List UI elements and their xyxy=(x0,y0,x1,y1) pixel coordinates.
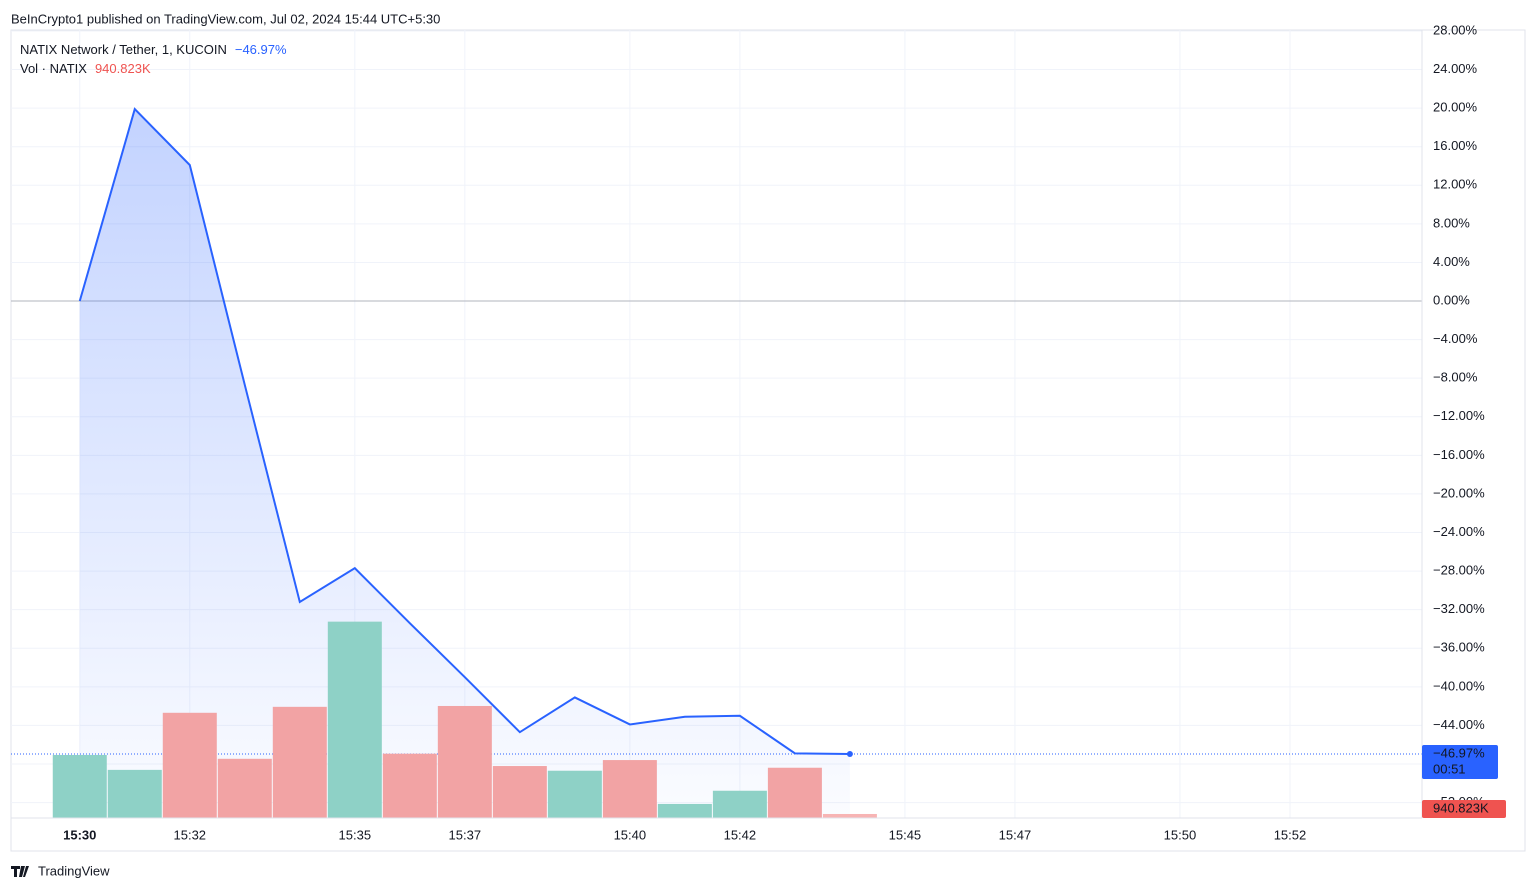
y-tick-label: 0.00% xyxy=(1433,292,1470,307)
volume-bar xyxy=(767,767,822,818)
volume-bar xyxy=(52,754,107,818)
y-tick-label: −12.00% xyxy=(1433,408,1485,423)
x-tick-label: 15:30 xyxy=(63,827,96,842)
brand-name: TradingView xyxy=(38,863,110,878)
y-tick-label: 4.00% xyxy=(1433,254,1470,269)
volume-bar xyxy=(327,621,382,818)
volume-bar xyxy=(492,766,547,818)
y-tick-label: −28.00% xyxy=(1433,563,1485,578)
volume-bar xyxy=(107,769,162,818)
brand: TradingView xyxy=(11,863,110,878)
x-tick-label: 15:37 xyxy=(449,827,482,842)
volume-bar xyxy=(382,753,437,818)
plot xyxy=(11,107,1422,818)
y-tick-label: −16.00% xyxy=(1433,447,1485,462)
y-tick-label: −4.00% xyxy=(1433,331,1478,346)
y-tick-label: 16.00% xyxy=(1433,138,1478,153)
publisher: BeInCrypto1 published on TradingView.com… xyxy=(11,11,440,26)
y-tick-label: −44.00% xyxy=(1433,717,1485,732)
last-point xyxy=(846,751,853,758)
volume-bar xyxy=(712,790,767,818)
area xyxy=(79,109,850,818)
volume-bar xyxy=(602,760,657,818)
volume-bar xyxy=(657,803,712,818)
y-tick-label: 12.00% xyxy=(1433,177,1478,192)
y-tick-label: 28.00% xyxy=(1433,22,1478,37)
legend-value: 940.823K xyxy=(95,61,151,76)
countdown: 00:51 xyxy=(1433,761,1466,776)
x-tick-label: 15:32 xyxy=(174,827,207,842)
volume-bar xyxy=(272,706,327,818)
chart-frame xyxy=(10,29,1526,852)
y-tick-label: −36.00% xyxy=(1433,640,1485,655)
volume-badge xyxy=(1422,799,1506,818)
x-tick-label: 15:52 xyxy=(1274,827,1307,842)
y-tick-label: −32.00% xyxy=(1433,601,1485,616)
y-tick-label: −40.00% xyxy=(1433,678,1485,693)
volume-bar xyxy=(822,813,877,818)
y-tick-label: 24.00% xyxy=(1433,61,1478,76)
x-tick-label: 15:50 xyxy=(1164,827,1197,842)
legend-main: NATIX Network / Tether, 1, KUCOIN −46.97% xyxy=(20,42,287,57)
y-tick-label: 8.00% xyxy=(1433,215,1470,230)
x-tick-label: 15:47 xyxy=(999,827,1032,842)
brand-logo xyxy=(11,866,29,877)
y-tick-label: −20.00% xyxy=(1433,485,1485,500)
legend-volume: Vol · NATIX 940.823K xyxy=(20,61,151,76)
x-tick-label: 15:42 xyxy=(724,827,757,842)
x-tick-label: 15:35 xyxy=(339,827,372,842)
legend-name: NATIX Network / Tether, 1, KUCOIN xyxy=(20,42,227,57)
volume-bar xyxy=(547,770,602,818)
volume-bar xyxy=(162,712,217,818)
line xyxy=(78,107,850,756)
x-tick-label: 15:45 xyxy=(889,827,922,842)
volume-badge-label: 940.823K xyxy=(1433,800,1489,815)
y-tick-label: −24.00% xyxy=(1433,524,1485,539)
legend-name: Vol · NATIX xyxy=(20,61,87,76)
volume-bar xyxy=(217,758,272,818)
legend-value: −46.97% xyxy=(235,42,287,57)
y-tick-label: 20.00% xyxy=(1433,100,1478,115)
y-tick-label: −8.00% xyxy=(1433,370,1478,385)
price-badge xyxy=(1422,745,1498,780)
x-tick-label: 15:40 xyxy=(614,827,647,842)
volume-bar xyxy=(437,705,492,818)
price-badge-label: −46.97% xyxy=(1433,745,1485,760)
